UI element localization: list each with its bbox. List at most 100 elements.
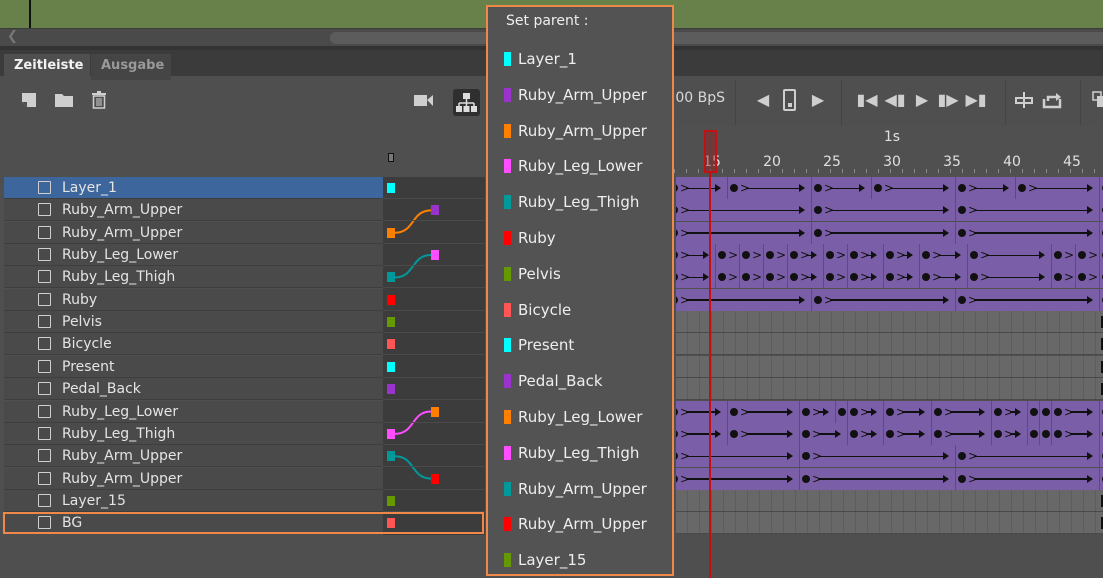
keyframe-dot[interactable]	[814, 184, 822, 192]
keyframe-dot[interactable]	[1018, 184, 1026, 192]
keyframe-dot[interactable]	[802, 407, 810, 416]
tween-span[interactable]: >	[1028, 422, 1050, 445]
timeline-row[interactable]: >>>>	[676, 199, 1103, 222]
tween-span[interactable]: >	[800, 422, 848, 445]
tween-span[interactable]: >	[920, 266, 968, 289]
keyframe-dot[interactable]	[826, 251, 834, 260]
layer-row[interactable]: Layer_15	[4, 489, 383, 512]
keyframe-dot[interactable]	[934, 429, 942, 438]
layer-color-chip[interactable]	[387, 183, 395, 193]
tween-span[interactable]: >	[728, 400, 800, 423]
new-folder-icon[interactable]	[53, 91, 75, 113]
tween-span[interactable]: >	[676, 244, 716, 267]
timeline-row[interactable]	[676, 512, 1103, 535]
keyframe-dot[interactable]	[676, 273, 678, 282]
tween-span[interactable]: >	[800, 400, 836, 423]
keyframe-dot[interactable]	[1030, 429, 1038, 438]
tween-span[interactable]: >	[992, 400, 1028, 423]
keyframe-dot[interactable]	[676, 228, 678, 237]
layer-color-chip[interactable]	[387, 451, 395, 462]
tween-span[interactable]: >	[740, 266, 764, 289]
layer-color-cell[interactable]	[383, 468, 485, 490]
tween-span[interactable]: >	[728, 177, 812, 199]
parent-option[interactable]: Ruby_Leg_Thigh	[504, 443, 639, 463]
layer-row[interactable]: Present	[4, 355, 383, 378]
layer-color-cell[interactable]	[383, 266, 485, 289]
keyframe-dot[interactable]	[676, 206, 678, 215]
tween-span[interactable]: >	[1052, 244, 1076, 267]
tween-span[interactable]: >	[676, 177, 728, 199]
keyframe-dot[interactable]	[1054, 429, 1062, 438]
layer-color-chip[interactable]	[387, 495, 395, 506]
layer-color-chip[interactable]	[387, 294, 395, 305]
layer-row[interactable]: Pelvis	[4, 311, 383, 334]
keyframe-dot[interactable]	[790, 251, 798, 260]
timeline-row[interactable]	[676, 333, 1103, 356]
tween-span[interactable]: >	[1040, 400, 1062, 423]
previous-frame-icon[interactable]: ◀▮	[884, 90, 906, 109]
tween-span[interactable]: >	[968, 244, 1052, 267]
tween-span[interactable]: >	[812, 177, 872, 199]
layer-color-cell[interactable]	[383, 177, 485, 199]
keyframe-dot[interactable]	[676, 251, 678, 260]
tween-span[interactable]: >	[956, 288, 1100, 311]
tween-span[interactable]: >	[1040, 422, 1062, 445]
layer-color-chip[interactable]	[387, 339, 395, 350]
keyframe-dot[interactable]	[676, 474, 678, 483]
keyframe-dot[interactable]	[922, 251, 930, 260]
timeline-row[interactable]	[676, 311, 1103, 334]
tween-span[interactable]: >	[824, 266, 848, 289]
keyframe-dot[interactable]	[850, 429, 858, 438]
go-to-start-icon[interactable]: ▮◀	[856, 90, 878, 109]
layer-color-cell[interactable]	[383, 378, 485, 401]
tween-span[interactable]: >	[1052, 422, 1100, 445]
keyframe-dot[interactable]	[1042, 407, 1050, 416]
keyframe-dot[interactable]	[958, 452, 966, 461]
layer-color-chip[interactable]	[387, 384, 395, 395]
keyframe-dot[interactable]	[1054, 251, 1062, 260]
keyframe-dot[interactable]	[790, 273, 798, 282]
timeline-row[interactable]: >>>>>>>>>>>	[676, 422, 1103, 445]
layer-color-chip[interactable]	[387, 227, 395, 238]
trash-icon[interactable]	[88, 90, 110, 112]
tween-span[interactable]: >	[884, 422, 932, 445]
layer-color-chip[interactable]	[431, 250, 439, 261]
keyframe-icon[interactable]	[783, 89, 796, 111]
keyframe-dot[interactable]	[850, 273, 858, 282]
keyframe-dot[interactable]	[838, 407, 846, 416]
tween-span[interactable]: >	[788, 266, 824, 289]
keyframe-dot[interactable]	[886, 251, 894, 260]
layer-color-chip[interactable]	[387, 317, 395, 328]
layer-row[interactable]: Bicycle	[4, 333, 383, 356]
tween-span[interactable]: >	[932, 422, 992, 445]
layer-color-cell[interactable]	[383, 490, 485, 512]
parent-option[interactable]: Pelvis	[504, 264, 561, 284]
tween-span[interactable]: >	[824, 244, 848, 267]
tween-span[interactable]: >	[1052, 400, 1100, 423]
tween-span[interactable]: >	[764, 266, 788, 289]
layer-color-cell[interactable]	[383, 333, 485, 356]
parent-option[interactable]: Ruby_Leg_Lower	[504, 156, 642, 176]
keyframe-dot[interactable]	[676, 429, 678, 438]
keyframe-dot[interactable]	[826, 273, 834, 282]
tween-span[interactable]: >	[1016, 177, 1100, 199]
layer-row[interactable]: Pedal_Back	[4, 378, 383, 401]
keyframe-dot[interactable]	[676, 452, 678, 461]
parent-option[interactable]: Pedal_Back	[504, 371, 603, 391]
keyframe-dot[interactable]	[958, 184, 966, 192]
layer-color-cell[interactable]	[383, 289, 485, 311]
keyframe-dot[interactable]	[922, 273, 930, 282]
tween-span[interactable]: >	[812, 288, 956, 311]
tween-span[interactable]: >	[728, 422, 800, 445]
layer-row[interactable]: Ruby_Leg_Thigh	[4, 266, 383, 289]
keyframe-dot[interactable]	[676, 295, 678, 304]
keyframe-dot[interactable]	[850, 407, 858, 416]
timeline-row[interactable]	[676, 355, 1103, 378]
tween-span[interactable]: >	[956, 221, 1100, 244]
tween-span[interactable]: >	[884, 266, 920, 289]
keyframe-dot[interactable]	[814, 206, 822, 215]
layer-row[interactable]: Ruby_Arm_Upper	[4, 221, 383, 244]
tween-span[interactable]: >	[676, 467, 800, 490]
keyframe-dot[interactable]	[958, 474, 966, 483]
timeline-row[interactable]: >>>>>>>	[676, 177, 1103, 199]
